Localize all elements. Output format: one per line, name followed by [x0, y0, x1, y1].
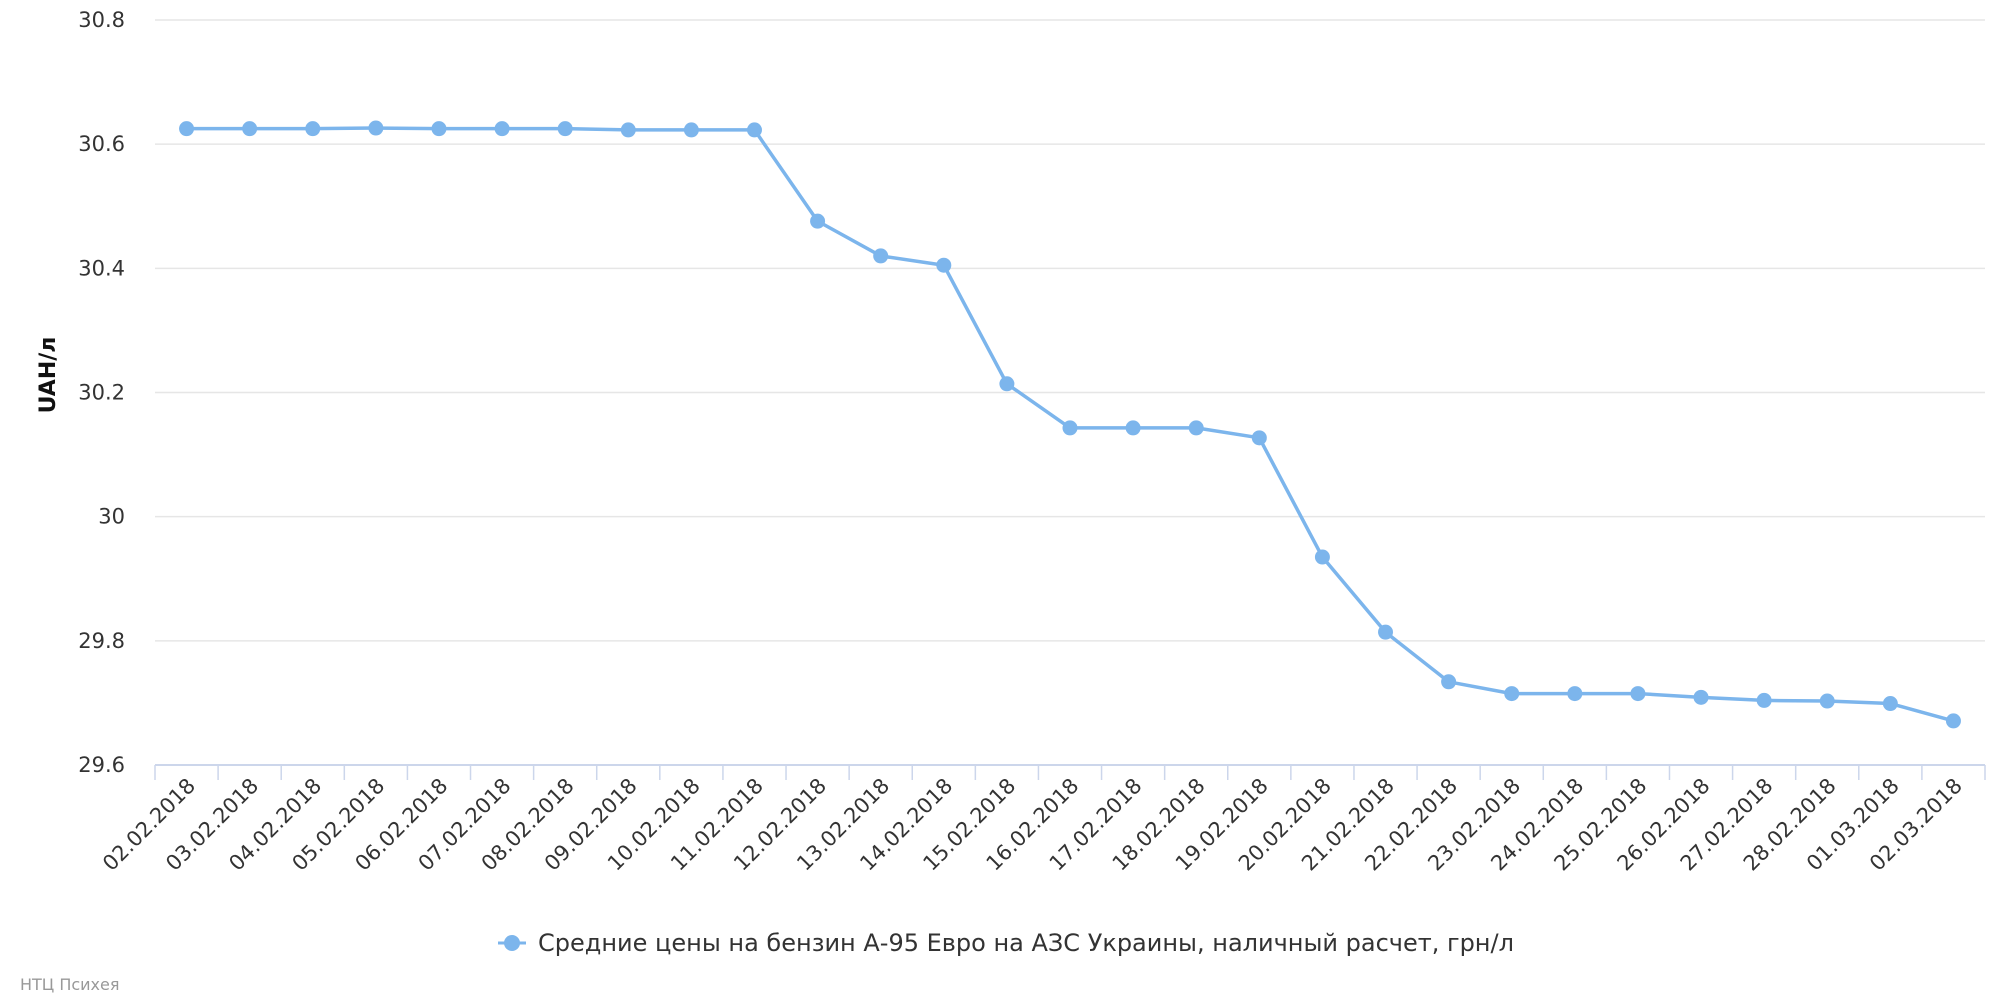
data-point[interactable] — [557, 121, 573, 137]
y-tick-label: 30.4 — [78, 256, 125, 280]
data-point[interactable] — [1693, 689, 1709, 705]
y-tick-label: 30.2 — [78, 381, 125, 405]
data-point[interactable] — [1630, 686, 1646, 702]
y-tick-label: 30.8 — [78, 8, 125, 32]
y-tick-label: 29.6 — [78, 753, 125, 777]
data-point[interactable] — [1062, 420, 1078, 436]
data-point[interactable] — [1945, 713, 1961, 729]
data-point[interactable] — [1819, 693, 1835, 709]
data-point[interactable] — [936, 257, 952, 273]
y-axis: 29.6 29.8 30 30.2 30.4 30.6 30.8 — [78, 8, 125, 777]
data-point[interactable] — [242, 121, 258, 137]
data-point[interactable] — [1125, 420, 1141, 436]
data-point[interactable] — [494, 121, 510, 137]
data-point[interactable] — [1378, 624, 1394, 640]
data-point[interactable] — [873, 248, 889, 264]
x-axis: 02.02.201803.02.201804.02.201805.02.2018… — [98, 764, 1986, 876]
y-axis-title: UAH/л — [36, 337, 61, 414]
data-point[interactable] — [1188, 420, 1204, 436]
data-point[interactable] — [1567, 686, 1583, 702]
data-point[interactable] — [683, 122, 699, 138]
y-tick-label: 29.8 — [78, 629, 125, 653]
data-point[interactable] — [1504, 686, 1520, 702]
grid-lines — [155, 19, 1985, 642]
y-tick-label: 30 — [98, 505, 125, 529]
data-point[interactable] — [431, 121, 447, 137]
data-point[interactable] — [810, 213, 826, 229]
data-point[interactable] — [305, 121, 321, 137]
data-point[interactable] — [179, 121, 195, 137]
data-point[interactable] — [368, 120, 384, 136]
data-point[interactable] — [1756, 692, 1772, 708]
data-point[interactable] — [1314, 549, 1330, 565]
series-price[interactable] — [179, 120, 1961, 729]
y-tick-label: 30.6 — [78, 132, 125, 156]
data-point[interactable] — [1882, 696, 1898, 712]
legend-dot-marker — [504, 935, 520, 951]
data-point[interactable] — [1441, 674, 1457, 690]
legend[interactable]: Средние цены на бензин А-95 Евро на АЗС … — [498, 929, 1514, 957]
chart-credit[interactable]: НТЦ Психея — [20, 975, 119, 994]
data-point[interactable] — [999, 376, 1015, 392]
data-point[interactable] — [1251, 430, 1267, 446]
legend-series-label: Средние цены на бензин А-95 Евро на АЗС … — [538, 929, 1514, 957]
data-point[interactable] — [620, 122, 636, 138]
data-point[interactable] — [746, 122, 762, 138]
